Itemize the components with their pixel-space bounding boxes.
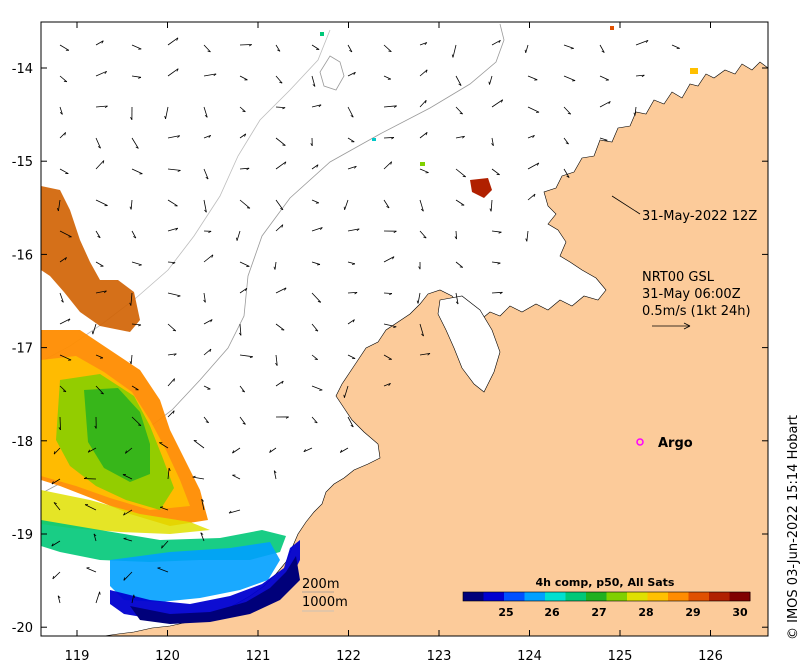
colorbar-tick-label: 29 <box>685 606 700 619</box>
x-axis: 119 120 121 122 123 124 125 126 <box>65 22 723 664</box>
island-north <box>319 55 345 91</box>
y-tick-label: -16 <box>12 248 33 263</box>
colorbar-swatch <box>729 592 751 601</box>
colorbar-swatch <box>586 592 607 601</box>
y-tick-label: -17 <box>12 342 33 357</box>
argo-marker-icon <box>636 438 644 446</box>
x-tick-label: 120 <box>155 649 180 664</box>
isobath-1000m <box>43 29 331 361</box>
colorbar-tick-label: 25 <box>498 606 513 619</box>
colorbar-swatch <box>463 592 484 601</box>
colorbar-swatch <box>647 592 669 601</box>
y-tick-label: -14 <box>12 62 33 77</box>
colorbar-swatch <box>668 592 689 601</box>
colorbar: 4h comp, p50, All Sats 25 26 27 28 29 30 <box>462 576 751 619</box>
colorbar-tick-label: 26 <box>544 606 560 619</box>
isobath-1000-label: 1000m <box>302 595 348 610</box>
gsl-scale: 0.5m/s (1kt 24h) <box>642 304 751 319</box>
colorbar-swatch <box>709 592 730 601</box>
y-tick-label: -20 <box>12 621 33 636</box>
colorbar-swatch <box>627 592 648 601</box>
island <box>437 295 501 393</box>
x-tick-label: 123 <box>427 649 452 664</box>
y-axis: -14 -15 -16 -17 -18 -19 -20 <box>12 62 768 636</box>
x-tick-label: 119 <box>65 649 90 664</box>
current-vectors <box>51 37 680 604</box>
colorbar-tick-label: 28 <box>638 606 653 619</box>
track-date-label: 31-May-2022 12Z <box>642 209 757 224</box>
colorbar-tick-label: 30 <box>732 606 748 619</box>
gsl-title: NRT00 GSL <box>642 270 715 285</box>
x-tick-label: 122 <box>336 649 361 664</box>
colorbar-tick-label: 27 <box>591 606 606 619</box>
argo-label: Argo <box>658 436 693 451</box>
x-tick-label: 124 <box>517 649 542 664</box>
track-pointer <box>611 195 641 215</box>
y-tick-label: -18 <box>12 435 33 450</box>
sst-field <box>41 26 698 624</box>
colorbar-swatch <box>565 592 587 601</box>
x-tick-label: 126 <box>698 649 723 664</box>
colorbar-swatch <box>606 592 628 601</box>
y-tick-label: -15 <box>12 155 33 170</box>
colorbar-swatch <box>688 592 710 601</box>
colorbar-swatch <box>483 592 505 601</box>
x-tick-label: 121 <box>246 649 271 664</box>
colorbar-swatch <box>545 592 566 601</box>
colorbar-swatch <box>504 592 525 601</box>
credit-text: © IMOS 03-Jun-2022 15:14 Hobart <box>786 415 801 640</box>
gsl-time: 31-May 06:00Z <box>642 287 741 302</box>
y-tick-label: -19 <box>12 528 33 543</box>
plot-frame <box>40 21 769 637</box>
colorbar-swatch <box>524 592 546 601</box>
gsl-scale-arrow <box>652 322 691 330</box>
x-tick-label: 125 <box>608 649 633 664</box>
colorbar-title: 4h comp, p50, All Sats <box>536 576 675 589</box>
isobath-200-label: 200m <box>302 577 339 592</box>
